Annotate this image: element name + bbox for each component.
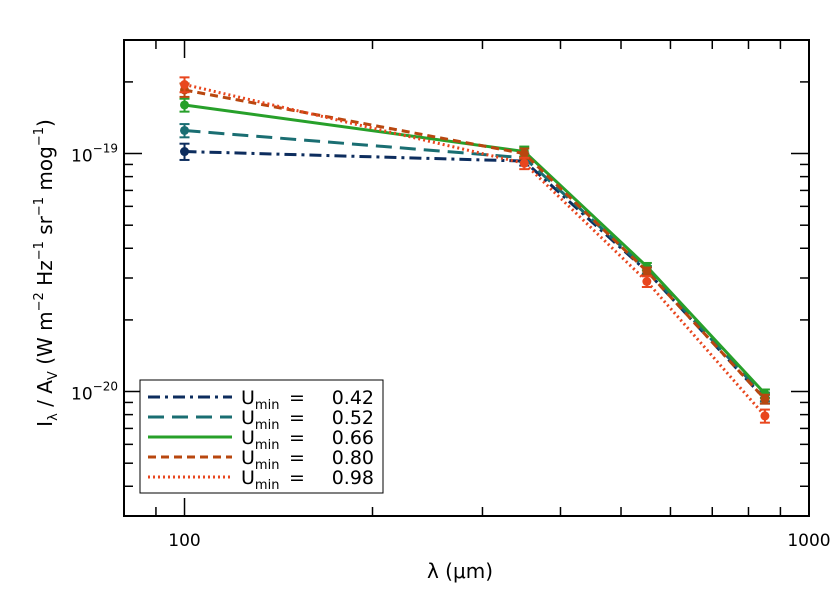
ylabel-units-a: (W m (33, 311, 57, 371)
ylabel-i: I (33, 421, 57, 427)
plot-frame (123, 39, 810, 517)
legend-symbol: Umin (241, 467, 279, 493)
data-point (642, 277, 652, 287)
data-point (760, 411, 770, 421)
data-point (642, 266, 652, 276)
legend: Umin = 0.42 Umin = 0.52 Umin = 0.66 Umin = 0.80 Umin… (139, 379, 384, 494)
legend-symbol: Umin (241, 427, 279, 453)
y-tick-label: 10−19 (71, 142, 118, 167)
legend-value: 0.52 (332, 407, 374, 429)
data-point (519, 158, 529, 168)
minor-ticks (123, 39, 809, 517)
legend-equals: = (289, 407, 305, 429)
ylabel-units-d: mog (33, 146, 57, 197)
x-tick-label: 100 (168, 531, 200, 551)
legend-symbol: Umin (241, 407, 279, 433)
series-0.52 (179, 123, 770, 403)
series-0.80 (179, 82, 770, 405)
legend-value: 0.98 (332, 467, 374, 489)
legend-equals: = (289, 427, 305, 449)
series-line (184, 129, 766, 398)
y-axis-label: Iλ / AV (W m−2 Hz−1 sr−1 mog−1) (32, 119, 61, 427)
ylabel-units-b: Hz (33, 260, 57, 292)
legend-equals: = (289, 387, 305, 409)
series-line (184, 88, 767, 401)
series-line (184, 83, 767, 417)
series-line (184, 150, 767, 401)
tick-labels: 100 1000 10−19 10−20 (71, 142, 830, 551)
series-0.42 (179, 142, 770, 405)
ylabel-a-sub: V (46, 371, 61, 380)
ylabel-exp3: −1 (32, 197, 47, 216)
series-line (184, 103, 766, 395)
ylabel-exp4: −1 (32, 127, 47, 146)
ylabel-exp1: −2 (32, 292, 47, 311)
legend-equals: = (289, 447, 305, 469)
legend-symbol: Umin (241, 447, 279, 473)
ylabel-units-c: sr (33, 215, 57, 241)
data-point (180, 80, 190, 90)
ylabel-slash: / A (33, 380, 57, 413)
series-0.66 (179, 97, 770, 399)
legend-equals: = (289, 467, 305, 489)
x-axis-label: λ (μm) (427, 559, 493, 583)
series-layer (179, 76, 770, 424)
y-tick-label: 10−20 (71, 380, 118, 405)
x-tick-label: 1000 (787, 531, 830, 551)
series-0.98 (179, 76, 770, 424)
legend-value: 0.42 (332, 387, 374, 409)
data-point (180, 147, 190, 157)
data-point (760, 394, 770, 404)
ylabel-i-sub: λ (46, 413, 61, 421)
data-point (180, 100, 190, 110)
legend-value: 0.66 (332, 427, 374, 449)
ylabel-exp2: −1 (32, 241, 47, 260)
data-point (519, 149, 529, 159)
data-point (180, 125, 190, 135)
ylabel-units-e: ) (33, 119, 57, 127)
legend-symbol: Umin (241, 387, 279, 413)
legend-value: 0.80 (332, 447, 374, 469)
